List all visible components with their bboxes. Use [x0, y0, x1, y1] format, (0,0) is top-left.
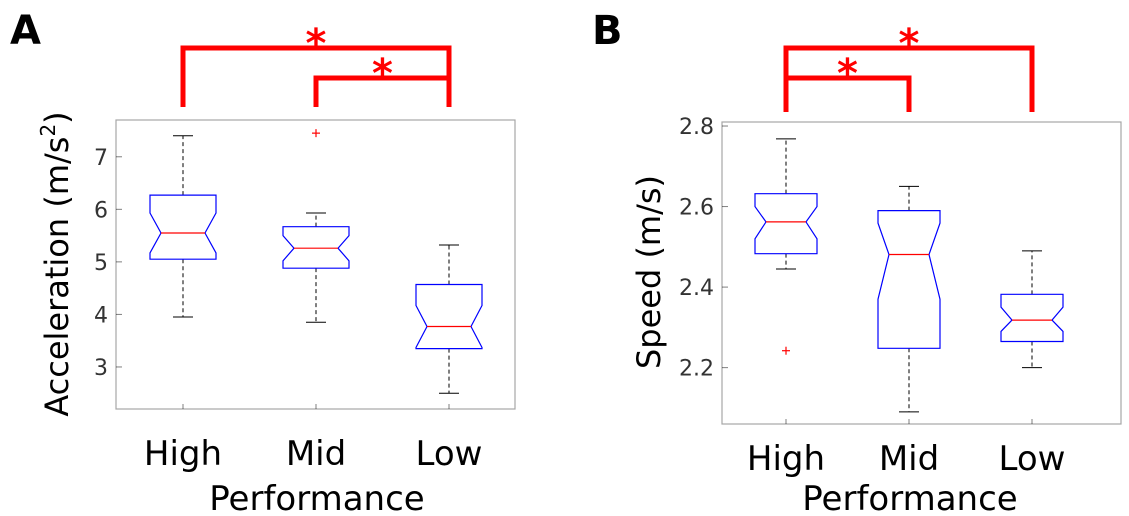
panel-a-ylabel-sup: 2 [36, 124, 60, 137]
panel-b-ytick-label: 2.8 [679, 115, 714, 140]
panel-b-box-high [754, 193, 818, 255]
panel-b-xtick-label: Mid [879, 439, 939, 479]
panel-a-ylabel-main: Acceleration (m/s [38, 137, 76, 417]
panel-b-axes-frame [721, 121, 1122, 425]
panel-b-ytick-label: 2.2 [679, 357, 714, 382]
panel-b-xlabel: Performance [802, 479, 1017, 516]
panel-a-significance-star: * [306, 21, 327, 67]
panel-a-label: A [10, 8, 41, 54]
panel-a-box-high [149, 194, 217, 260]
panel-a: A Performance Acceleration (m/s2) 3 4 5 6 7 H… [10, 8, 516, 516]
panel-b-ytick-label: 2.6 [679, 196, 714, 221]
panel-b-ytick-label: 2.4 [679, 276, 714, 301]
panel-b: B Performance Speed (m/s) 2.2 2.4 2.6 2.8 Hi… [592, 8, 1122, 516]
panel-a-axes-frame [115, 119, 516, 410]
panel-a-ytick-label: 4 [94, 303, 108, 328]
panel-a-ylabel: Acceleration (m/s2) [36, 111, 76, 416]
panel-a-xlabel: Performance [209, 479, 424, 516]
panel-a-outlier [312, 129, 320, 138]
panel-a-ytick-label: 3 [94, 356, 108, 381]
panel-a-significance-star: * [372, 51, 393, 97]
panel-a-significance-bracket [313, 75, 452, 107]
panel-b-xtick-label: Low [999, 439, 1066, 479]
panel-b-xtick-label: High [747, 439, 825, 479]
panel-a-ytick-label: 6 [94, 198, 108, 223]
panel-b-label: B [592, 8, 623, 54]
panel-b-box-mid [877, 210, 941, 349]
panel-a-ytick-label: 5 [94, 251, 108, 276]
panel-b-box-low [1000, 293, 1064, 343]
panel-b-significance-bracket [783, 45, 1035, 112]
panel-b-significance-star: * [899, 21, 920, 67]
panel-b-ylabel: Speed (m/s) [630, 175, 668, 369]
panel-a-box-low [415, 283, 483, 350]
panel-a-xtick-label: Low [416, 434, 483, 474]
panel-a-xtick-label: High [144, 434, 222, 474]
panel-b-plot: 2.2 2.4 2.6 2.8 High Mid Low * * [679, 21, 1122, 479]
panel-a-plot: 3 4 5 6 7 High Mid Low * * [94, 21, 516, 474]
panel-a-ytick-label: 7 [94, 146, 108, 171]
panel-a-ylabel-close: ) [38, 111, 76, 123]
panel-b-outlier [782, 346, 790, 355]
panel-a-xtick-label: Mid [286, 434, 346, 474]
panel-a-box-mid [282, 226, 350, 269]
panel-b-significance-star: * [837, 51, 858, 97]
